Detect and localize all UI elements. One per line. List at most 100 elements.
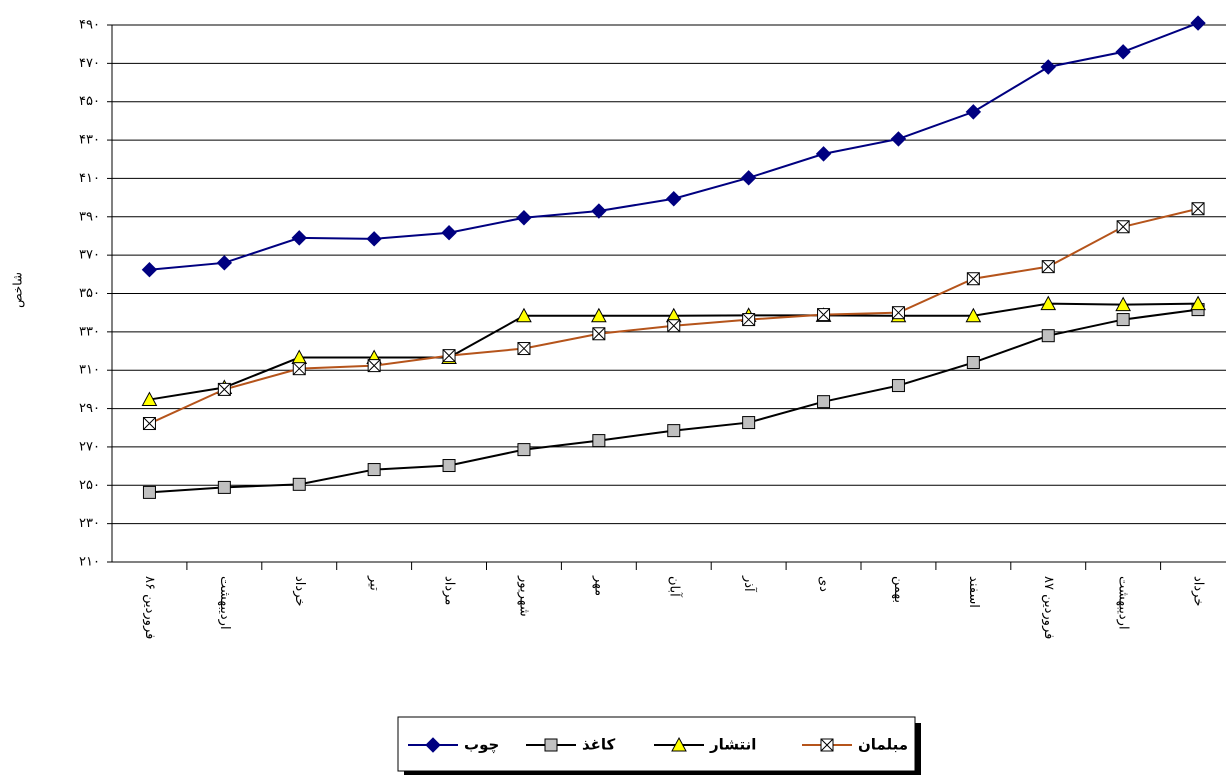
marker-x xyxy=(966,272,980,286)
marker-x xyxy=(667,319,681,333)
marker xyxy=(890,131,907,147)
marker xyxy=(292,362,306,376)
marker-x xyxy=(1041,260,1055,274)
x-tick-label: اردیبهشت xyxy=(217,576,232,630)
marker xyxy=(441,224,457,241)
x-tick-label: دی xyxy=(816,576,831,592)
marker xyxy=(366,231,382,247)
marker-x xyxy=(217,383,231,396)
marker xyxy=(517,342,531,356)
y-tick-label: ۴۳۰ xyxy=(79,133,100,148)
marker xyxy=(815,146,832,162)
marker xyxy=(667,319,681,333)
marker xyxy=(544,738,558,752)
marker xyxy=(217,382,231,396)
marker xyxy=(740,170,757,186)
y-tick-label: ۳۵۰ xyxy=(79,286,100,301)
marker xyxy=(216,255,233,271)
marker xyxy=(141,391,158,407)
marker xyxy=(742,313,756,327)
x-tick-label: اسفند xyxy=(966,576,981,608)
x-tick-label: خرداد xyxy=(1191,576,1206,606)
marker-x xyxy=(143,417,156,430)
marker xyxy=(966,356,980,370)
marker xyxy=(592,327,606,341)
marker xyxy=(1040,295,1057,311)
marker xyxy=(667,424,681,438)
marker xyxy=(291,230,307,246)
marker xyxy=(591,203,607,219)
x-tick-label: فروردین ۸۶ xyxy=(142,576,157,639)
series-line xyxy=(149,308,1199,494)
marker xyxy=(367,463,381,477)
marker xyxy=(820,738,834,752)
y-tick-label: ۲۵۰ xyxy=(79,478,100,493)
legend-label: انتشار xyxy=(709,736,756,754)
marker-x xyxy=(517,342,531,355)
y-tick-label: ۴۵۰ xyxy=(79,94,100,109)
x-tick-label: شهریور xyxy=(516,575,531,617)
y-tick-label: ۴۷۰ xyxy=(79,56,100,71)
marker xyxy=(367,359,381,373)
marker xyxy=(742,416,756,430)
marker-x xyxy=(820,738,834,752)
y-tick-label: ۳۷۰ xyxy=(79,248,100,263)
marker xyxy=(442,459,456,473)
marker xyxy=(517,443,531,457)
marker-x xyxy=(742,313,756,326)
marker xyxy=(1041,260,1055,274)
legend-label: کاغذ xyxy=(582,736,616,754)
y-tick-label: ۲۹۰ xyxy=(79,401,100,416)
marker xyxy=(965,307,982,323)
x-tick-label: مهر xyxy=(591,575,606,596)
x-tick-label: آبان xyxy=(666,576,683,598)
legend-label: مبلمان xyxy=(858,736,908,754)
marker xyxy=(142,485,156,499)
y-axis-label: شاخص xyxy=(11,272,26,308)
y-tick-label: ۲۷۰ xyxy=(79,439,100,454)
marker xyxy=(516,307,532,323)
marker-x xyxy=(1191,202,1205,216)
x-tick-label: مرداد xyxy=(442,576,457,605)
marker xyxy=(817,395,831,409)
y-tick-label: ۲۱۰ xyxy=(79,555,100,570)
marker xyxy=(1115,44,1131,60)
marker xyxy=(1116,313,1130,327)
y-tick-label: ۴۹۰ xyxy=(79,18,100,33)
marker xyxy=(1041,329,1055,343)
marker xyxy=(292,477,306,491)
marker xyxy=(666,191,682,207)
marker xyxy=(966,272,980,286)
series-line xyxy=(149,22,1199,271)
x-tick-label: خرداد xyxy=(292,576,307,606)
marker-x xyxy=(892,306,905,320)
marker xyxy=(891,379,905,393)
marker-x xyxy=(442,349,456,362)
x-tick-label: اردیبهشت xyxy=(1116,576,1131,630)
marker xyxy=(516,210,532,226)
marker xyxy=(425,737,441,753)
marker xyxy=(1190,295,1206,311)
y-tick-label: ۳۳۰ xyxy=(79,324,100,339)
marker xyxy=(1040,59,1056,75)
marker xyxy=(1191,202,1205,216)
marker xyxy=(1116,220,1130,234)
marker-x xyxy=(1116,220,1130,234)
marker-x xyxy=(367,359,381,372)
marker-x xyxy=(592,327,606,341)
x-tick-label: بهمن xyxy=(891,576,906,603)
marker xyxy=(817,308,831,322)
marker xyxy=(592,434,606,448)
y-tick-label: ۲۳۰ xyxy=(79,516,100,531)
marker xyxy=(1190,15,1206,31)
marker xyxy=(442,349,456,363)
marker xyxy=(671,736,687,752)
marker xyxy=(142,417,156,431)
marker xyxy=(1115,296,1131,312)
marker-x xyxy=(817,308,830,321)
marker xyxy=(891,306,905,320)
x-tick-label: فروردین ۸۷ xyxy=(1041,576,1056,639)
marker xyxy=(591,307,607,323)
y-tick-label: ۳۱۰ xyxy=(79,363,100,378)
